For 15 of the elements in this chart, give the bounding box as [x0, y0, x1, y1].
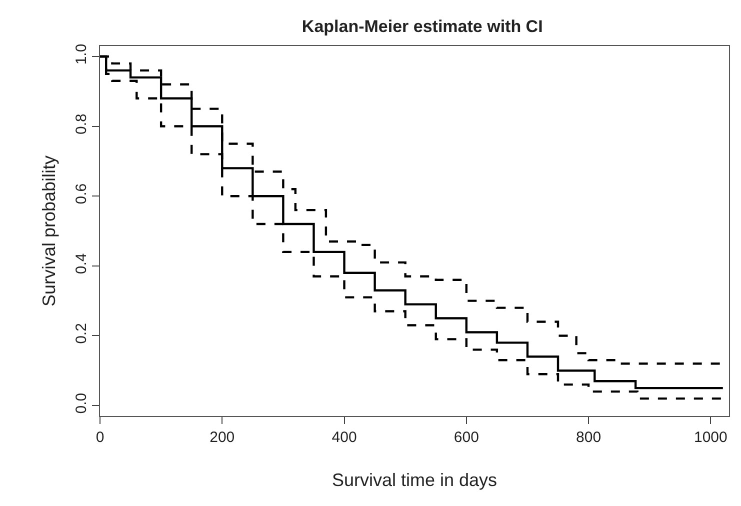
y-axis-title: Survival probability [39, 155, 60, 307]
y-tick-label: 0.6 [73, 183, 90, 204]
x-tick-label: 200 [210, 429, 235, 446]
y-tick-label: 1.0 [73, 44, 90, 65]
x-axis-title: Survival time in days [332, 470, 498, 490]
y-tick-label: 0.2 [73, 323, 90, 344]
chart-title: Kaplan-Meier estimate with CI [302, 17, 543, 36]
x-tick-label: 800 [576, 429, 602, 446]
x-tick-label: 600 [454, 429, 479, 446]
x-tick-label: 0 [96, 429, 104, 446]
x-tick-label: 400 [332, 429, 357, 446]
y-tick-label: 0.8 [73, 114, 90, 134]
y-tick-label: 0.0 [73, 392, 90, 414]
y-tick-label: 0.4 [73, 253, 90, 274]
x-tick-label: 1000 [694, 429, 728, 446]
